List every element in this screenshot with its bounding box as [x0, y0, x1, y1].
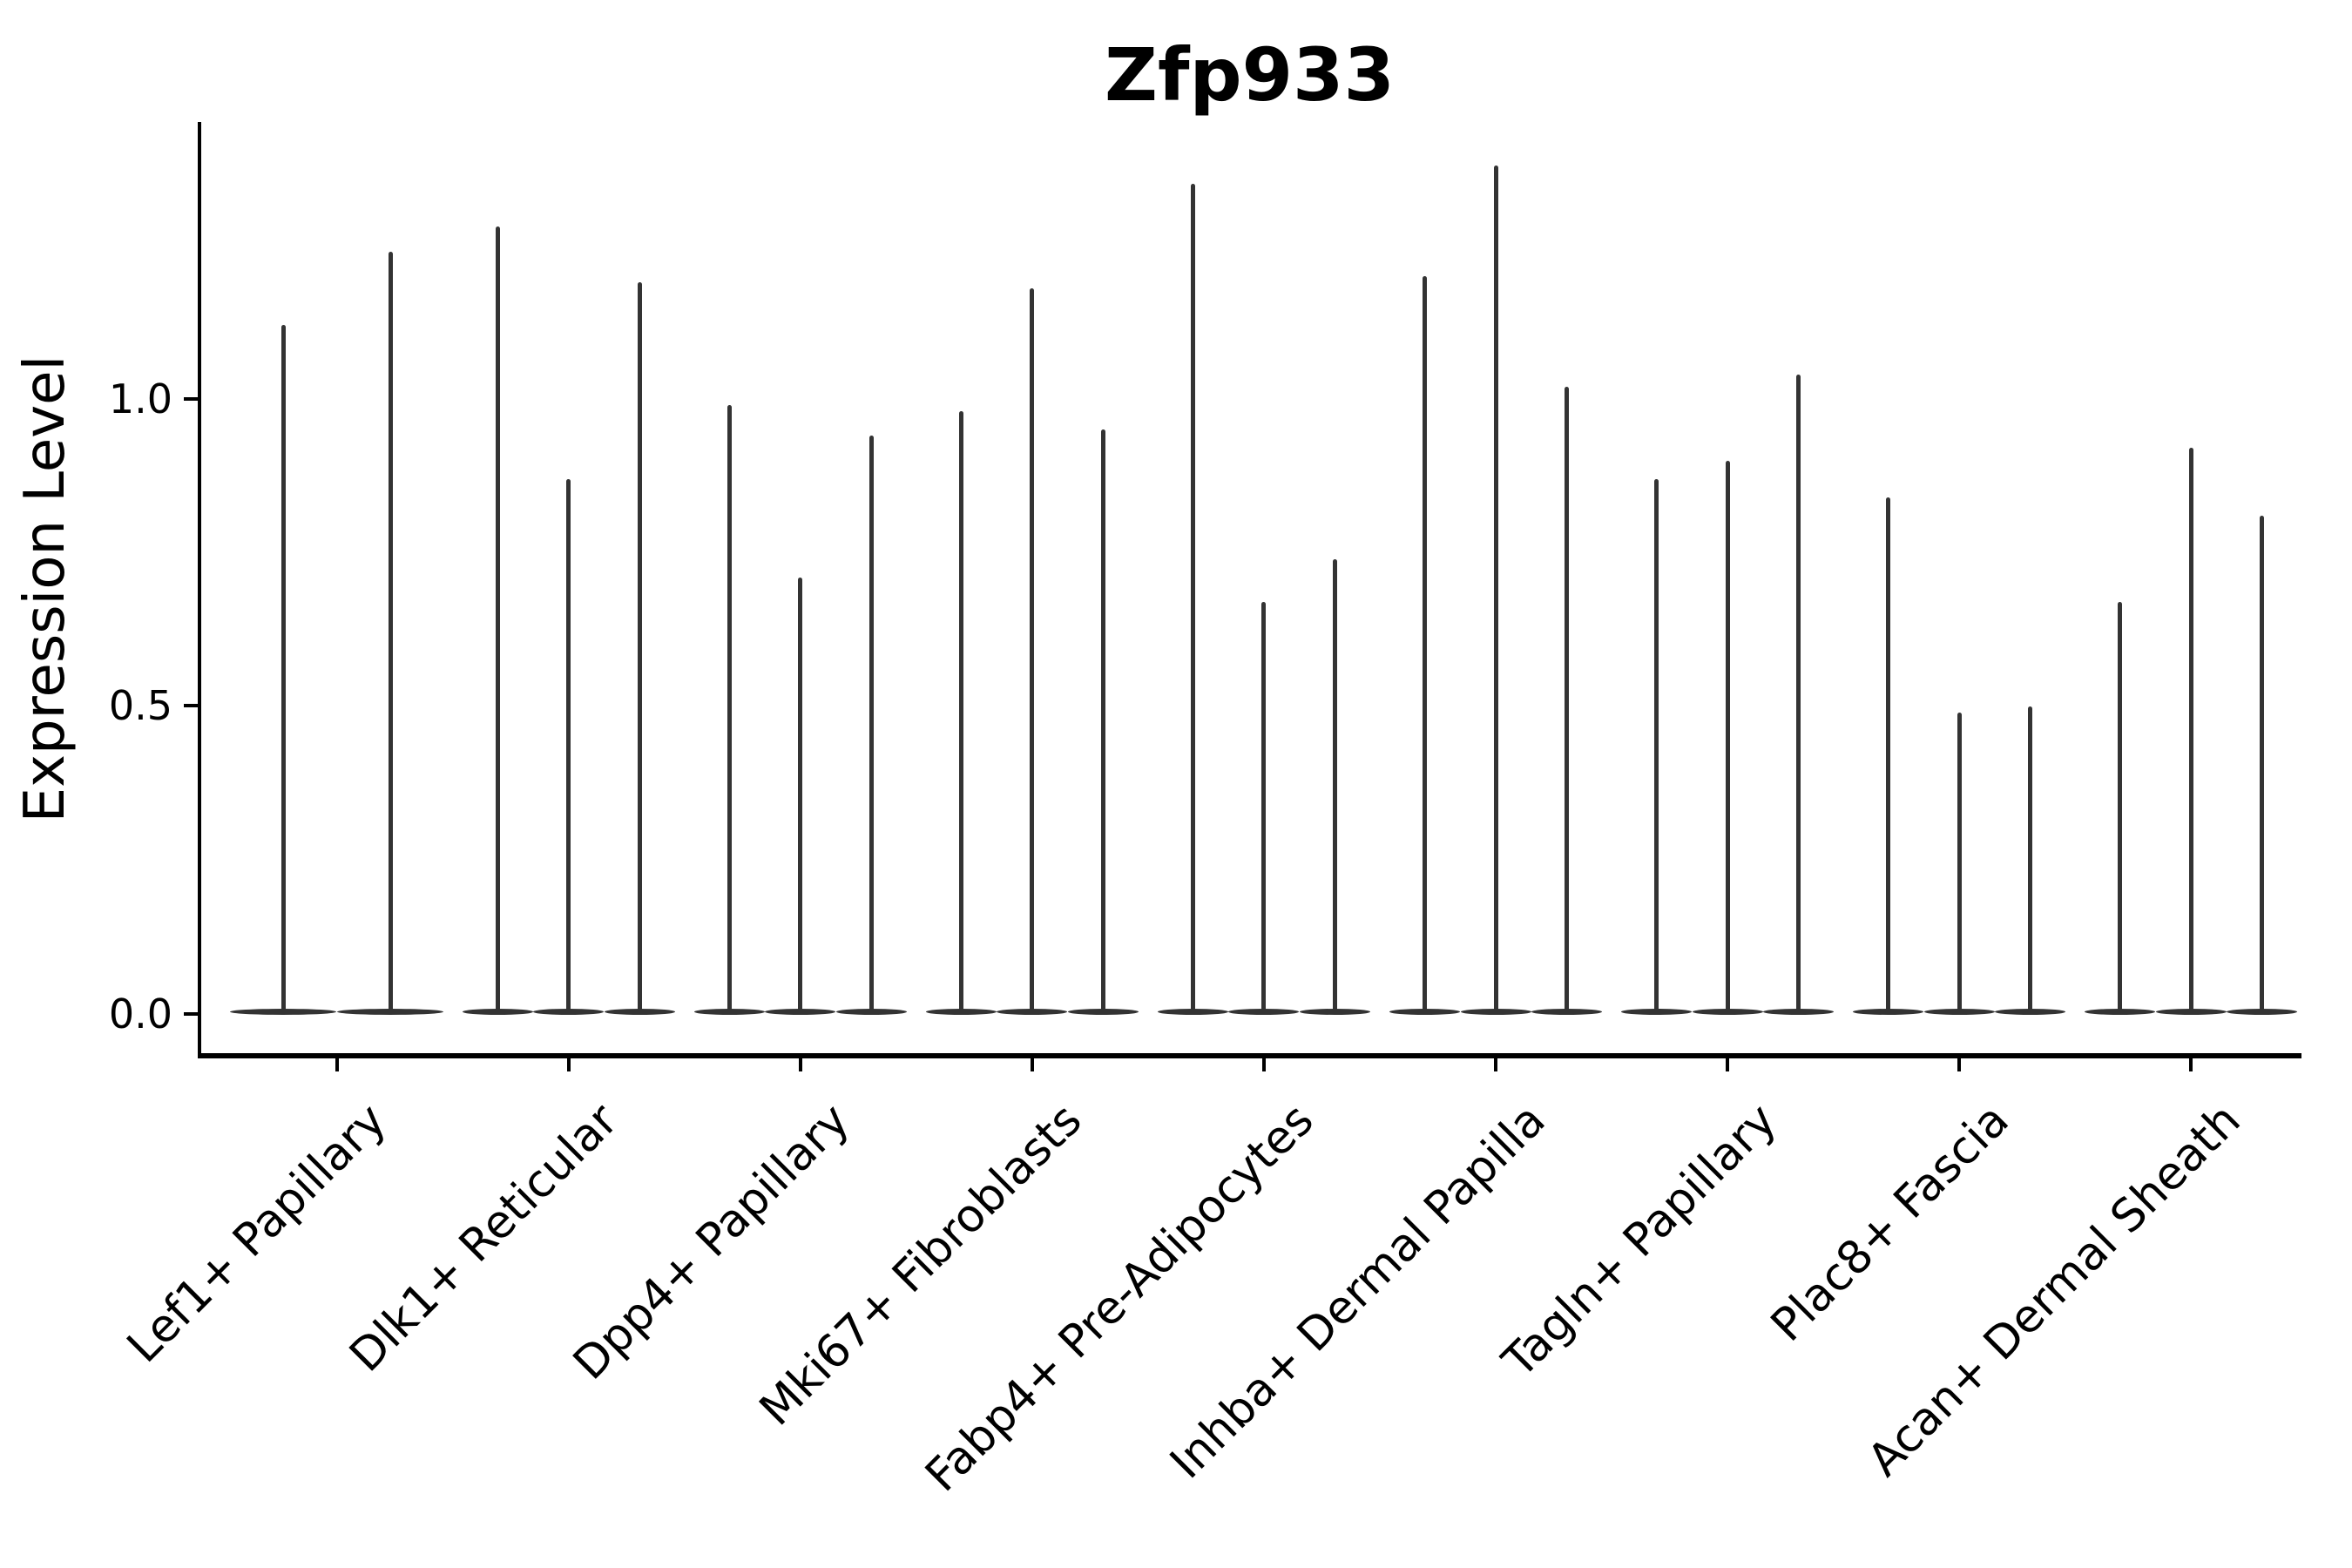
violin-base [1995, 1009, 2066, 1015]
violin-spike [1565, 386, 1569, 1012]
x-tick-mark [1494, 1058, 1497, 1071]
violin-base [1923, 1009, 1995, 1015]
violin-base [2155, 1009, 2227, 1015]
y-axis-spine [198, 122, 201, 1058]
violin-spike [727, 405, 732, 1012]
violin-spike [1654, 478, 1659, 1012]
violin-spike [1725, 460, 1730, 1012]
x-category-label: Acan+ Dermal Sheath [1857, 1093, 2251, 1487]
violin-spike [1030, 287, 1035, 1012]
x-category-label: Plac8+ Fascia [1761, 1093, 2019, 1352]
violin-spike [2260, 516, 2265, 1012]
violin-spike [566, 478, 571, 1012]
violin-spike [798, 577, 803, 1012]
violin-base [1621, 1009, 1693, 1015]
violin-spike [388, 251, 393, 1012]
chart-title: Zfp933 [1105, 32, 1395, 118]
x-tick-mark [2189, 1058, 2193, 1071]
violin-base [925, 1009, 997, 1015]
violin-base [1853, 1009, 1924, 1015]
x-tick-mark [566, 1058, 571, 1071]
x-tick-mark [798, 1058, 802, 1071]
violin-base [2085, 1009, 2156, 1015]
violin-base [2227, 1009, 2298, 1015]
violin-base [997, 1009, 1068, 1015]
violin-base [604, 1009, 675, 1015]
y-axis-label: Expression Level [13, 355, 78, 823]
violin-spike [1796, 374, 1801, 1012]
violin-base [1692, 1009, 1763, 1015]
violin-spike [1261, 601, 1267, 1012]
violin-base [765, 1009, 836, 1015]
violin-base [1389, 1009, 1460, 1015]
violin-spike [1423, 275, 1427, 1012]
x-category-label: Inhba+ Dermal Papilla [1159, 1093, 1556, 1490]
y-tick-mark [184, 704, 198, 707]
y-tick-mark [184, 397, 198, 401]
violin-base [835, 1009, 907, 1015]
y-tick-label: 1.0 [108, 375, 172, 422]
violin-spike [2028, 706, 2033, 1012]
violin-base [230, 1009, 336, 1015]
violin-base [462, 1009, 533, 1015]
violin-spike [2188, 448, 2193, 1012]
x-tick-mark [1030, 1058, 1034, 1071]
violin-base [1067, 1009, 1139, 1015]
x-axis-spine [198, 1053, 2301, 1058]
violin-spike [1957, 713, 1962, 1012]
violin-spike [1886, 497, 1891, 1012]
violin-spike [1100, 429, 1105, 1012]
x-category-label: Fabp4+ Pre-Adipocytes [915, 1093, 1324, 1503]
violin-spike [2118, 601, 2123, 1012]
violin-base [1299, 1009, 1370, 1015]
violin-base [1531, 1009, 1602, 1015]
violin-spike [637, 281, 642, 1012]
x-tick-mark [1261, 1058, 1266, 1071]
violin-base [1763, 1009, 1835, 1015]
x-tick-mark [335, 1058, 339, 1071]
violin-base [1157, 1009, 1228, 1015]
violin-spike [495, 226, 500, 1012]
y-tick-mark [184, 1012, 198, 1016]
violin-base [1228, 1009, 1300, 1015]
y-tick-label: 0.0 [108, 990, 172, 1037]
violin-spike [868, 436, 874, 1012]
violin-spike [280, 325, 286, 1012]
y-tick-label: 0.5 [108, 682, 172, 729]
violin-base [693, 1009, 765, 1015]
x-tick-mark [1726, 1058, 1730, 1071]
x-tick-mark [1957, 1058, 1962, 1071]
violin-base [337, 1009, 443, 1015]
violin-spike [1332, 558, 1337, 1012]
violin-spike [1493, 165, 1498, 1012]
violin-spike [1190, 183, 1195, 1012]
violin-spike [958, 411, 963, 1012]
violin-base [533, 1009, 605, 1015]
violin-base [1460, 1009, 1531, 1015]
